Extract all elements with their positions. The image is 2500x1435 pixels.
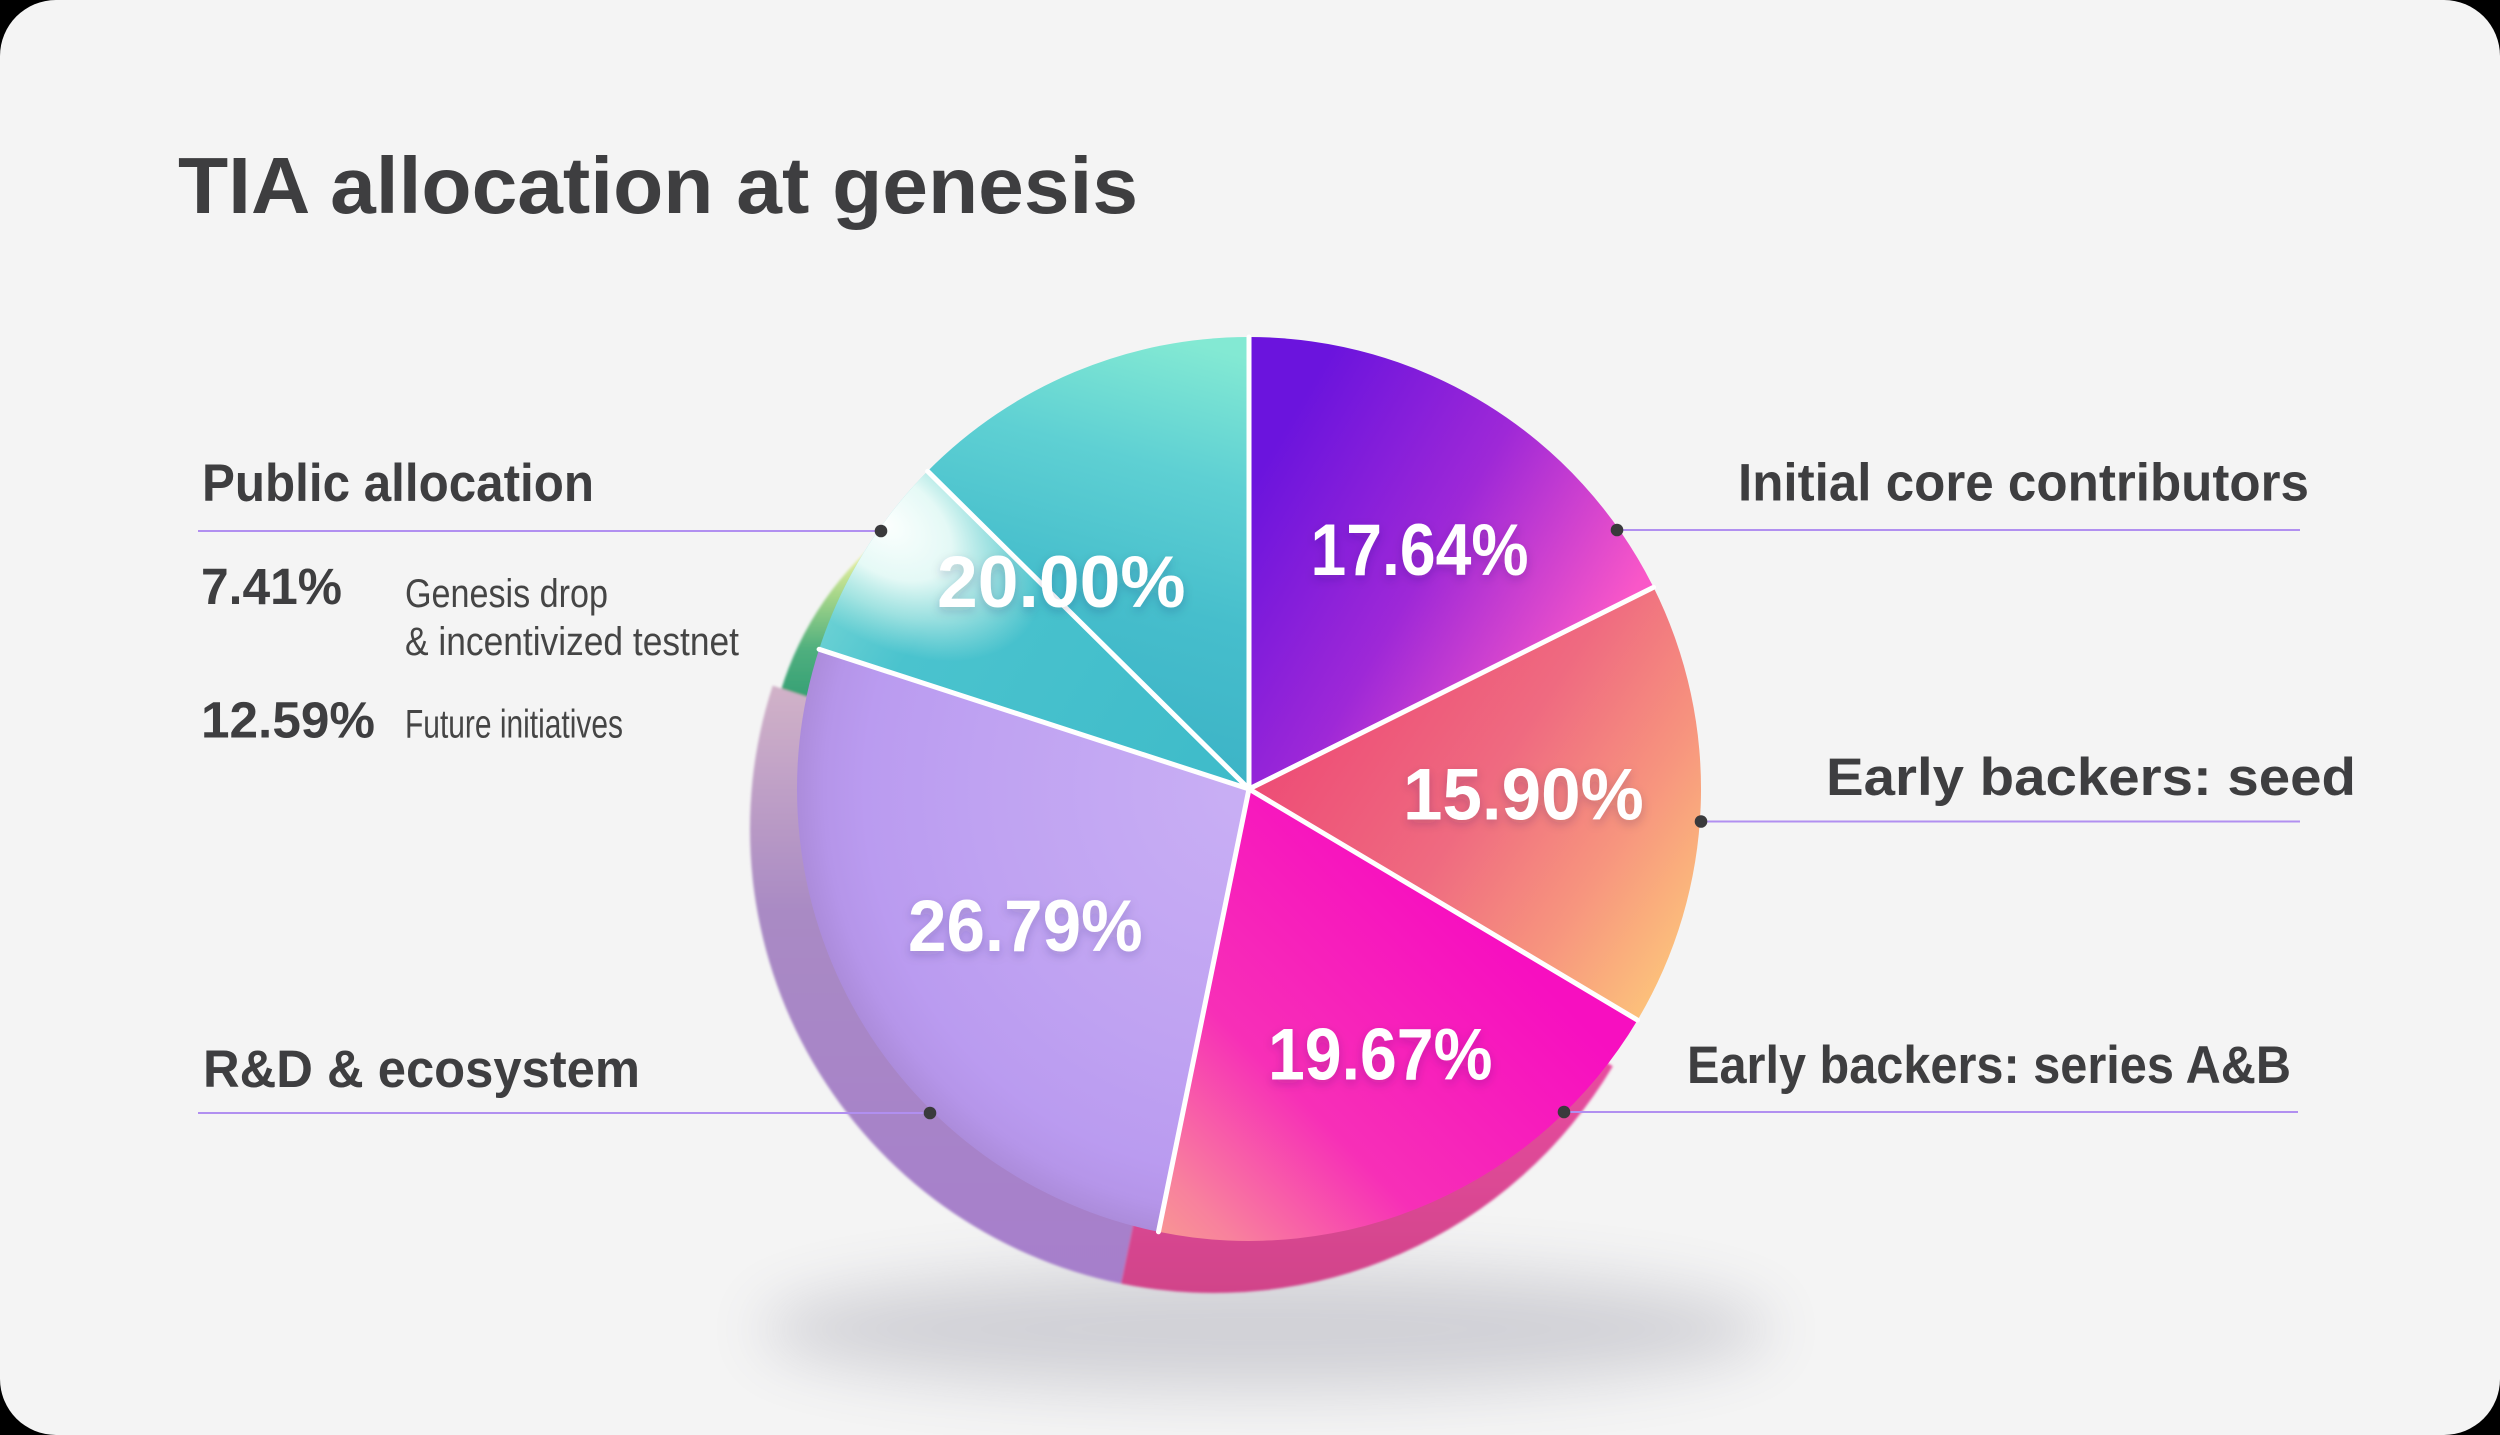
svg-text:17.64%: 17.64% (1311, 510, 1529, 591)
svg-text:Early backers: seed: Early backers: seed (1826, 748, 2356, 807)
svg-text:Public allocation: Public allocation (202, 454, 594, 513)
svg-text:15.90%: 15.90% (1403, 755, 1644, 836)
svg-text:TIA allocation at genesis: TIA allocation at genesis (178, 141, 1138, 230)
svg-text:Future initiatives: Future initiatives (405, 703, 623, 747)
svg-text:7.41%: 7.41% (201, 558, 342, 615)
svg-text:Genesis drop: Genesis drop (405, 572, 608, 616)
svg-text:12.59%: 12.59% (201, 692, 375, 749)
svg-text:20.00%: 20.00% (937, 542, 1186, 623)
svg-text:19.67%: 19.67% (1268, 1015, 1492, 1096)
svg-text:Initial core contributors: Initial core contributors (1738, 454, 2309, 513)
svg-text:& incentivized testnet: & incentivized testnet (405, 620, 739, 664)
svg-text:Early backers: series A&B: Early backers: series A&B (1687, 1036, 2291, 1095)
svg-text:26.79%: 26.79% (908, 886, 1143, 967)
svg-text:R&D & ecosystem: R&D & ecosystem (203, 1040, 640, 1099)
